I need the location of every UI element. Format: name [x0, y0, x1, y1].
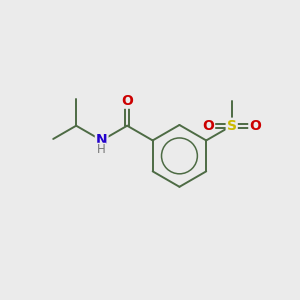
Text: O: O	[121, 94, 133, 108]
Text: O: O	[202, 119, 214, 133]
Text: N: N	[96, 134, 107, 147]
Text: O: O	[249, 119, 261, 133]
Text: S: S	[227, 119, 237, 133]
Text: H: H	[97, 143, 106, 156]
